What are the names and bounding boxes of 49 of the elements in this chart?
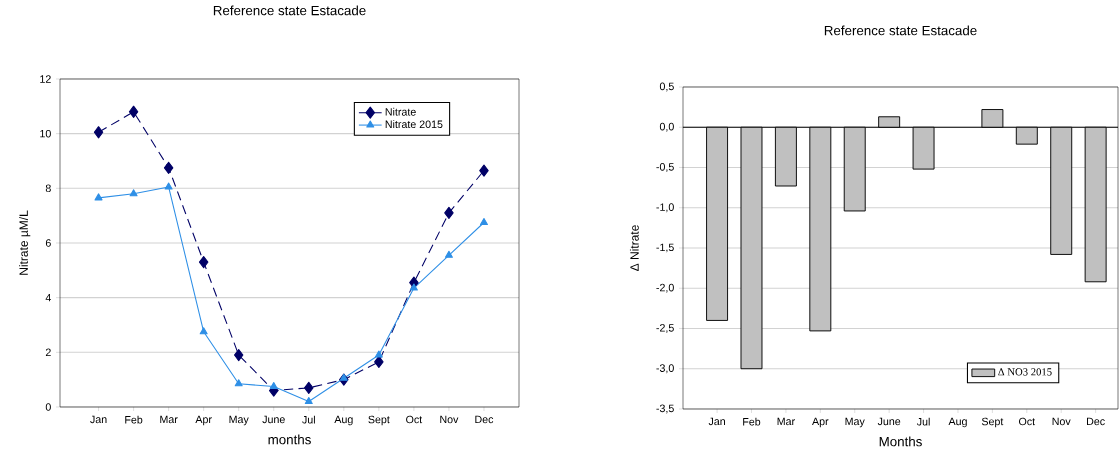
legend-label: Δ NO3 2015 <box>998 368 1052 376</box>
y-tick-label: 0,5 <box>659 82 674 92</box>
legend-label: Nitrate 2015 <box>385 120 443 129</box>
x-tick-label: June <box>877 417 901 426</box>
x-tick-label: Sept <box>368 415 390 426</box>
y-axis-title: Δ Nitrate <box>629 225 639 271</box>
y-tick-label: 0,0 <box>659 122 674 132</box>
y-tick-label: -1,5 <box>656 243 674 253</box>
x-tick-label: Aug <box>948 417 967 428</box>
x-axis-title: Months <box>879 436 922 447</box>
x-tick-label: Apr <box>195 415 212 426</box>
y-tick-label: 8 <box>45 184 51 193</box>
x-tick-label: Feb <box>743 417 761 426</box>
chart-title: Reference state Estacade <box>824 25 977 36</box>
x-tick-label: Mar <box>160 415 178 424</box>
y-axis-title: Nitrate µM/L <box>19 210 31 275</box>
x-tick-label: May <box>845 417 865 428</box>
y-tick-label: 12 <box>40 75 51 83</box>
y-tick-label: -1,0 <box>656 203 674 213</box>
x-tick-label: June <box>262 415 285 424</box>
y-tick-label: -0,5 <box>656 163 674 172</box>
x-tick-label: Jul <box>916 417 930 426</box>
y-tick-label: -2,5 <box>656 324 674 333</box>
x-tick-label: Sept <box>981 417 1004 428</box>
y-tick-label: 2 <box>45 348 51 357</box>
y-tick-label: 0 <box>45 403 51 411</box>
x-tick-label: Feb <box>125 415 143 424</box>
y-tick-label: 6 <box>45 239 51 247</box>
x-axis-title: months <box>268 434 311 445</box>
x-tick-label: Nov <box>1052 417 1071 426</box>
x-tick-label: Jan <box>90 415 107 424</box>
x-tick-label: Mar <box>777 417 795 426</box>
x-tick-label: May <box>229 415 249 426</box>
x-tick-label: Dec <box>1087 417 1105 426</box>
x-tick-label: Oct <box>1019 417 1036 426</box>
chart-title: Reference state Estacade <box>213 5 366 16</box>
y-tick-label: 10 <box>40 129 51 138</box>
x-tick-label: Jan <box>708 417 725 426</box>
x-tick-label: Aug <box>334 415 353 426</box>
y-tick-label: -3,5 <box>656 404 674 414</box>
y-tick-label: 4 <box>45 293 51 302</box>
x-tick-label: Oct <box>406 415 423 424</box>
x-tick-label: Dec <box>475 415 494 424</box>
y-tick-label: -3,0 <box>656 364 674 374</box>
legend-label: Nitrate <box>385 107 416 116</box>
y-tick-label: -2,0 <box>656 283 674 293</box>
x-tick-label: Nov <box>440 415 459 424</box>
x-tick-label: Jul <box>302 415 315 424</box>
x-tick-label: Apr <box>812 417 829 428</box>
